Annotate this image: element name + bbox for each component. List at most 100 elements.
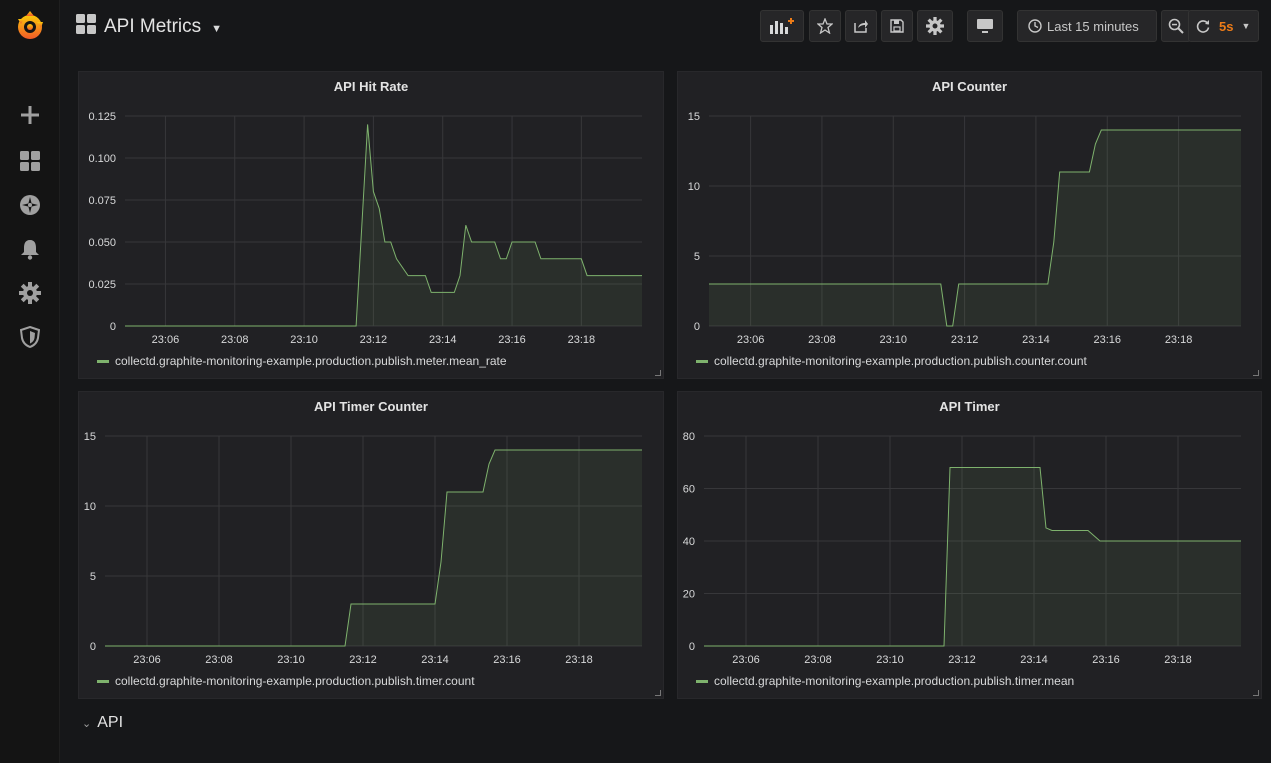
- x-tick-label: 23:08: [804, 654, 832, 666]
- panel-title[interactable]: API Counter: [931, 79, 1008, 94]
- y-tick-label: 5: [90, 571, 96, 583]
- y-tick-label: 10: [688, 181, 700, 193]
- y-tick-label: 0.050: [88, 237, 116, 249]
- x-tick-label: 23:18: [568, 334, 596, 346]
- explore-compass-icon[interactable]: [18, 193, 42, 217]
- monitor-icon: [977, 19, 993, 33]
- series-line[interactable]: [105, 449, 642, 647]
- x-tick-label: 23:12: [349, 654, 377, 666]
- resize-handle[interactable]: [1253, 690, 1259, 696]
- add-panel-icon: [770, 18, 794, 34]
- view-mode-tv-button[interactable]: [967, 10, 1003, 42]
- chart-api-hit-rate: 0 0.025 0.050 0.075 0.100 0.125 23:06 23:08 23:1…: [88, 111, 642, 346]
- x-tick-label: 23:06: [737, 334, 765, 346]
- dashboard-grid-icon: [76, 14, 96, 40]
- y-tick-label: 0: [90, 641, 96, 653]
- zoom-out-icon: [1168, 18, 1184, 34]
- legend-label: collectd.graphite-monitoring-example.pro…: [115, 674, 475, 688]
- x-tick-label: 23:12: [360, 334, 388, 346]
- dashboards-icon[interactable]: [18, 149, 42, 173]
- x-tick-label: 23:12: [951, 334, 979, 346]
- series-line[interactable]: [125, 124, 642, 327]
- chart-api-timer-counter: 0 5 10 15 23:06 23:08 23:10 23:12 23:14 23:16 23:1…: [84, 431, 642, 666]
- legend-swatch: [696, 359, 708, 363]
- panel-title[interactable]: API Timer Counter: [314, 399, 428, 414]
- x-tick-label: 23:16: [1093, 334, 1121, 346]
- legend-swatch: [97, 679, 109, 683]
- resize-handle[interactable]: [1253, 370, 1259, 376]
- panel-api-timer-counter: API Timer Counter 0 5 10 15 23:06 23:08 23:10 2…: [78, 391, 664, 699]
- x-tick-label: 23:10: [290, 334, 318, 346]
- resize-handle[interactable]: [655, 690, 661, 696]
- x-tick-label: 23:14: [1020, 654, 1048, 666]
- legend-item[interactable]: collectd.graphite-monitoring-example.pro…: [97, 674, 475, 688]
- sidebar: [0, 0, 60, 763]
- save-dashboard-button[interactable]: [881, 10, 913, 42]
- legend-item[interactable]: collectd.graphite-monitoring-example.pro…: [696, 674, 1074, 688]
- chart-api-counter: 0 5 10 15 23:06 23:08 23:10 23:12 23:14 23:16 23:1…: [688, 111, 1241, 346]
- dashboard-title: API Metrics: [104, 16, 202, 37]
- legend-swatch: [97, 359, 109, 363]
- grafana-logo-icon[interactable]: [12, 8, 48, 44]
- y-tick-label: 0.100: [88, 153, 116, 165]
- dashboard-settings-button[interactable]: [917, 10, 953, 42]
- save-icon: [890, 19, 904, 33]
- panel-title[interactable]: API Timer: [939, 399, 1000, 414]
- series-area-fill: [125, 124, 642, 327]
- y-tick-label: 0.025: [88, 279, 116, 291]
- panel-api-counter: API Counter 0 5 10 15 23:06 23:08 23:10 23:12 23…: [677, 71, 1262, 379]
- star-dashboard-button[interactable]: [809, 10, 841, 42]
- x-tick-label: 23:18: [1164, 654, 1192, 666]
- dashboard-picker[interactable]: API Metrics ▼: [76, 14, 222, 40]
- row-collapse-toggle[interactable]: ⌄ API: [82, 714, 123, 732]
- x-tick-label: 23:08: [221, 334, 249, 346]
- legend-item[interactable]: collectd.graphite-monitoring-example.pro…: [696, 354, 1087, 368]
- y-tick-label: 0: [110, 321, 116, 333]
- x-tick-label: 23:10: [876, 654, 904, 666]
- series-area-fill: [704, 467, 1241, 646]
- chevron-down-icon: ⌄: [82, 717, 92, 730]
- clock-icon: [1028, 19, 1042, 33]
- series-area-fill: [709, 130, 1241, 326]
- refresh-interval-label: 5s: [1219, 18, 1234, 34]
- y-tick-label: 40: [683, 536, 695, 548]
- plus-icon[interactable]: [18, 103, 42, 127]
- add-panel-button[interactable]: [760, 10, 804, 42]
- refresh-icon: [1196, 20, 1210, 33]
- legend-label: collectd.graphite-monitoring-example.pro…: [714, 674, 1075, 688]
- caret-down-icon: ▼: [211, 23, 223, 35]
- refresh-picker[interactable]: 5s ▼: [1188, 10, 1259, 42]
- share-dashboard-button[interactable]: [845, 10, 877, 42]
- y-tick-label: 5: [694, 251, 700, 263]
- zoom-out-button[interactable]: [1161, 10, 1191, 42]
- top-navbar: API Metrics ▼ Last 15 minutes 5s ▼: [60, 0, 1271, 56]
- row-title: API: [97, 714, 124, 731]
- series-area-fill: [105, 450, 642, 646]
- y-tick-label: 15: [688, 111, 700, 123]
- x-tick-label: 23:12: [948, 654, 976, 666]
- alerting-bell-icon[interactable]: [18, 237, 42, 261]
- x-tick-label: 23:06: [133, 654, 161, 666]
- x-tick-label: 23:08: [808, 334, 836, 346]
- time-range-picker[interactable]: Last 15 minutes: [1017, 10, 1157, 42]
- configuration-gear-icon[interactable]: [18, 281, 42, 305]
- series-line[interactable]: [704, 467, 1241, 647]
- x-tick-label: 23:18: [1165, 334, 1193, 346]
- x-tick-label: 23:06: [152, 334, 180, 346]
- series-line[interactable]: [709, 129, 1241, 327]
- x-tick-label: 23:10: [277, 654, 305, 666]
- server-admin-shield-icon[interactable]: [18, 325, 42, 349]
- x-tick-label: 23:16: [493, 654, 521, 666]
- star-icon: [817, 18, 833, 34]
- y-tick-label: 20: [683, 589, 695, 601]
- x-tick-label: 23:14: [429, 334, 457, 346]
- y-tick-label: 80: [683, 431, 695, 443]
- x-tick-label: 23:14: [1022, 334, 1050, 346]
- gear-icon: [926, 17, 944, 35]
- legend-label: collectd.graphite-monitoring-example.pro…: [115, 354, 507, 368]
- x-tick-label: 23:06: [732, 654, 760, 666]
- resize-handle[interactable]: [655, 370, 661, 376]
- x-tick-label: 23:16: [1092, 654, 1120, 666]
- panel-title[interactable]: API Hit Rate: [333, 79, 409, 94]
- legend-item[interactable]: collectd.graphite-monitoring-example.pro…: [97, 354, 507, 368]
